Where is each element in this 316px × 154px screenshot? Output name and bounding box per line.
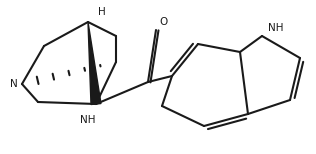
Text: N: N <box>10 79 18 89</box>
Text: NH: NH <box>268 23 284 33</box>
Text: NH: NH <box>80 115 96 125</box>
Text: O: O <box>160 17 168 27</box>
Polygon shape <box>88 22 101 104</box>
Text: H: H <box>98 7 106 17</box>
